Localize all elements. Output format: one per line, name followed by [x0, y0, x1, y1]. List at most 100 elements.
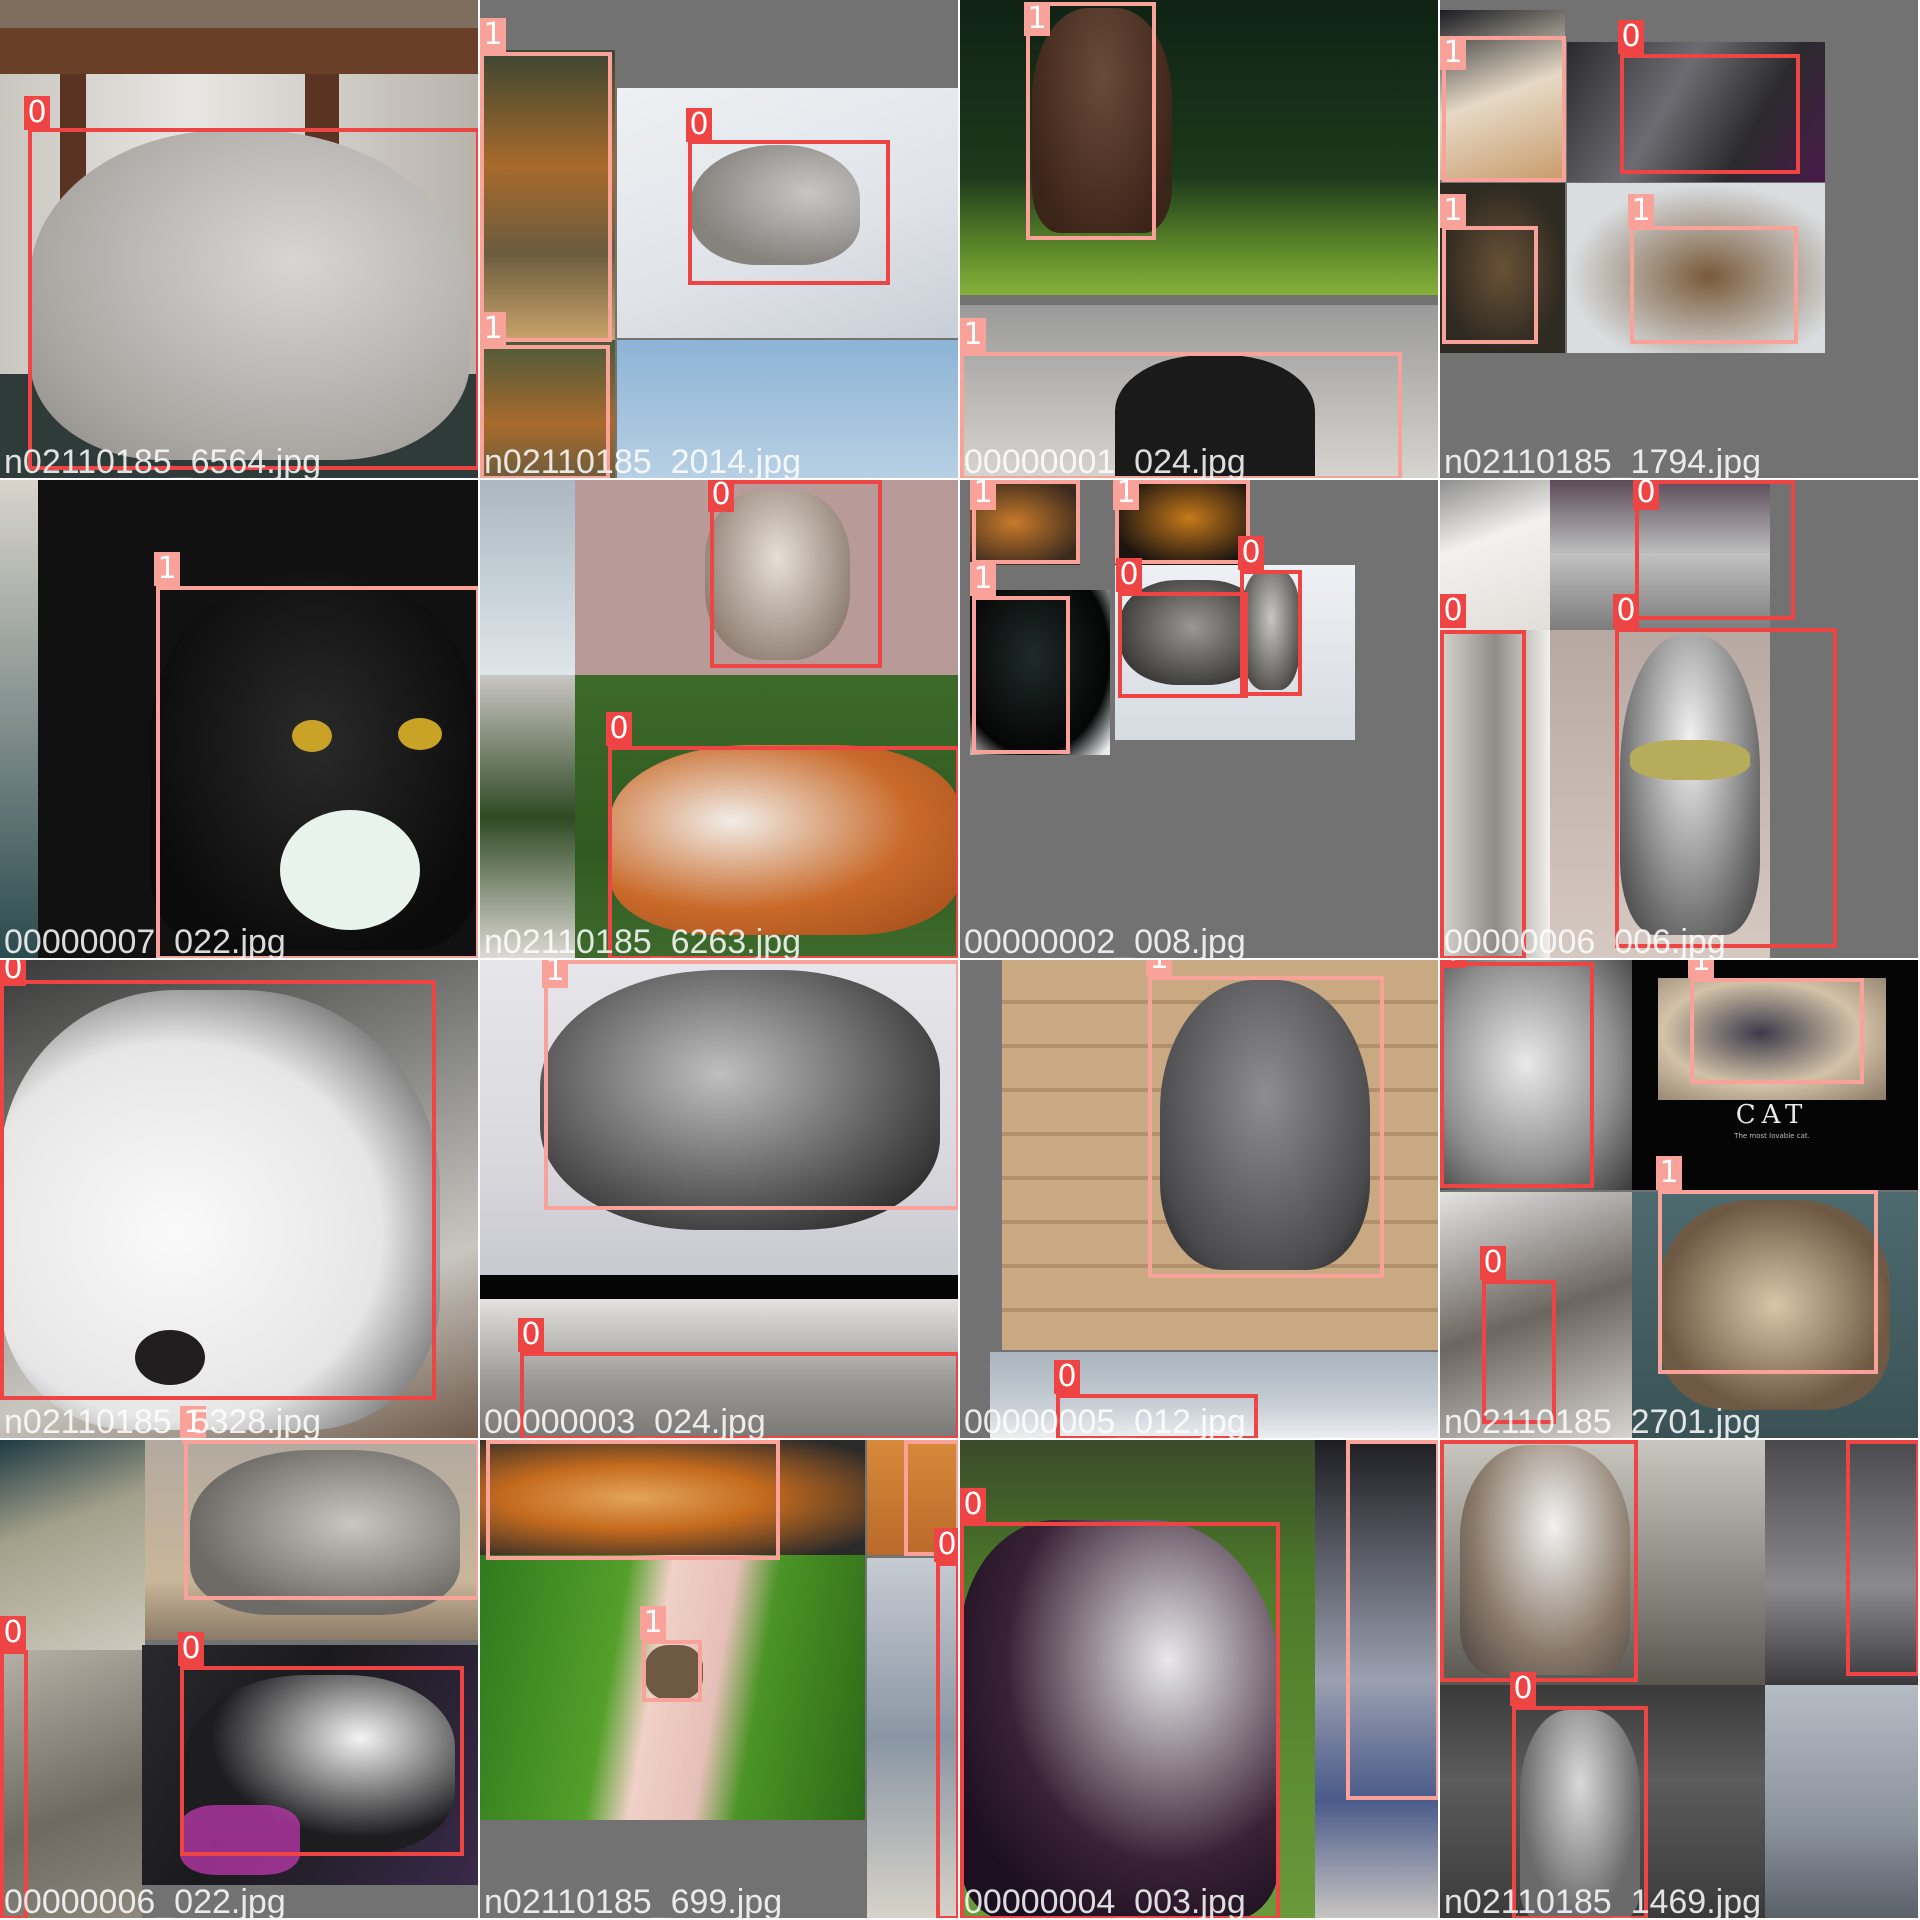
husky-lying — [690, 145, 860, 265]
tile-filename: n02110185_699.jpg — [484, 1883, 783, 1920]
class-label: 0 — [686, 108, 712, 142]
tile-filename: 00000004_003.jpg — [964, 1883, 1246, 1920]
detection-box — [1442, 36, 1566, 182]
tile-filename: n02110185_6263.jpg — [484, 923, 802, 960]
detection-box — [1482, 1280, 1556, 1424]
mosaic-tile: 1 1 1 0 n02110185_699.jpg — [480, 1440, 960, 1920]
class-label: 0 — [708, 480, 734, 512]
detection-box — [1512, 1706, 1648, 1918]
class-label: 0 — [1510, 1672, 1536, 1706]
class-label: 1 — [182, 1440, 208, 1444]
poster-title: CAT — [1735, 1100, 1809, 1130]
detection-box — [972, 480, 1080, 564]
mosaic-tile: 1 0 00000003_024.jpg — [480, 960, 960, 1440]
class-label: 0 — [1440, 594, 1466, 628]
tile-filename: n02110185_1794.jpg — [1444, 443, 1762, 480]
stool-top — [0, 0, 478, 28]
pink-pattern — [180, 1805, 300, 1875]
cat-eye — [398, 718, 442, 750]
detection-box — [480, 345, 610, 478]
mosaic-tile: 1 0 1 1 n02110185_1794.jpg — [1440, 0, 1920, 480]
tabby-cat-2 — [1567, 183, 1825, 353]
left-wall — [0, 480, 38, 958]
class-label: 0 — [1613, 594, 1639, 628]
detection-box — [1026, 2, 1156, 240]
class-label: 1 — [1628, 194, 1654, 228]
detection-box — [0, 1650, 28, 1918]
detection-box — [1442, 226, 1538, 344]
detection-box — [642, 1640, 702, 1702]
stool-seat — [0, 28, 478, 74]
class-label: 0 — [0, 960, 26, 986]
mosaic-tile: 0 n02110185_6564.jpg — [0, 0, 480, 480]
kitchen-crop — [480, 50, 615, 340]
class-label: 0 — [24, 96, 50, 130]
tile-filename: 00000002_008.jpg — [964, 923, 1246, 960]
tabby-kitten — [1660, 1200, 1890, 1410]
husky-nose — [135, 1330, 205, 1385]
detection-box — [180, 1666, 464, 1856]
husky-side — [1440, 630, 1550, 958]
white-husky-face — [0, 990, 440, 1430]
detection-box — [0, 980, 436, 1400]
detection-box — [480, 52, 612, 342]
mosaic-tile: 0 1 00000004_003.jpg — [960, 1440, 1440, 1920]
class-label: 1 — [480, 18, 506, 52]
stone-floor — [0, 1650, 142, 1918]
sky-photo — [617, 340, 958, 478]
detection-box — [1440, 1440, 1638, 1682]
kitchen-crop — [480, 340, 615, 478]
class-label: 1 — [1113, 480, 1139, 510]
class-label: 1 — [480, 312, 506, 346]
class-label: 1 — [1688, 960, 1714, 978]
detection-box — [1440, 630, 1526, 958]
mosaic-tile: 0 0 0 n02110185_1469.jpg — [1440, 1440, 1920, 1920]
cat-white-chest — [280, 810, 420, 930]
detection-box — [960, 1522, 1280, 1918]
class-label: 1 — [1656, 1156, 1682, 1190]
bedroom-photo — [1315, 1440, 1438, 1918]
class-label: 0 — [1116, 558, 1142, 592]
tile-filename: n02110185_2014.jpg — [484, 443, 802, 480]
class-label: 0 — [1618, 20, 1644, 54]
tile-filename: 00000007_022.jpg — [4, 923, 286, 960]
class-label: 0 — [1480, 1246, 1506, 1280]
detection-box — [1056, 1394, 1258, 1438]
cat-eye — [292, 720, 332, 752]
detection-box — [1240, 570, 1302, 696]
detection-box — [710, 480, 882, 668]
class-label: 1 — [960, 318, 986, 352]
detection-box — [972, 596, 1070, 754]
mosaic-tile: CAT The most lovable cat. 0 1 1 0 n02110… — [1440, 960, 1920, 1440]
detection-box — [1620, 54, 1800, 174]
husky-standing — [1242, 570, 1300, 690]
class-label: 1 — [970, 562, 996, 596]
cat-head-dark — [1115, 355, 1315, 478]
class-label: 0 — [518, 1318, 544, 1352]
ginger-cat-photo — [480, 1440, 865, 1555]
tabby-cat-lying — [540, 970, 940, 1230]
black-cat — [970, 590, 1110, 755]
class-label: 0 — [1238, 536, 1264, 570]
husky-face-photo — [1440, 960, 1632, 1190]
cat-on-path — [645, 1645, 703, 1700]
poster-photo — [1658, 978, 1886, 1100]
detection-box — [1635, 480, 1795, 620]
detection-box — [156, 586, 478, 958]
detection-box — [184, 1440, 478, 1600]
tile-filename: 00000006_022.jpg — [4, 1883, 286, 1920]
class-label: 1 — [1440, 36, 1466, 70]
cat-standing — [1032, 8, 1172, 233]
detection-box — [1148, 976, 1384, 1278]
mosaic-tile: 1 1 1 0 0 00000002_008.jpg — [960, 480, 1440, 960]
detection-box — [544, 960, 958, 1210]
detection-box — [1115, 480, 1250, 564]
detection-box — [1118, 592, 1248, 698]
tile-floor — [0, 1440, 145, 1650]
mosaic-tile: 1 0 00000005_012.jpg — [960, 960, 1440, 1440]
mosaic-tile: 1 00000007_022.jpg — [0, 480, 480, 960]
mosaic-tile: 0 0 n02110185_6263.jpg — [480, 480, 960, 960]
tile-filename: 00000001_024.jpg — [964, 443, 1246, 480]
class-label: 1 — [1024, 2, 1050, 36]
